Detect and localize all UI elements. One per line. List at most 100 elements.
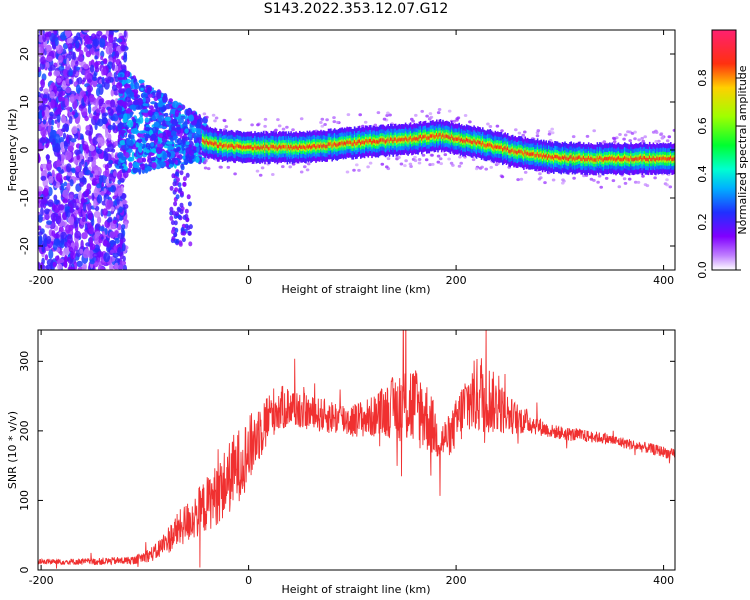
ridge-cell [536,152,539,156]
heat-cell [134,168,141,173]
heat-cell [551,178,556,182]
snr-frame [37,329,676,571]
snr-ytick-label: 200 [18,420,31,441]
ridge-cell [248,145,250,149]
ridge-cell [546,156,549,160]
ridge-cell [443,135,445,139]
heat-cell [489,165,494,169]
ridge-cell [234,146,236,150]
heat-cell [107,124,114,130]
ridge-cell [645,157,647,162]
heat-cell [65,64,70,71]
heat-cell [404,159,408,163]
ridge-cell [651,157,653,162]
heat-cell [56,77,62,83]
heat-cell [38,214,43,223]
heat-cell [74,149,81,156]
heat-cell [38,235,43,246]
heat-cell [604,176,609,180]
ridge-cell [672,157,675,161]
ridge-cell [220,142,223,147]
ridge-cell [386,139,388,143]
heat-cell [397,156,401,159]
heat-cell [180,227,185,232]
heat-cell [288,165,293,169]
heat-cell [612,137,617,141]
heat-cell [386,111,390,115]
ridge-cell [606,157,609,161]
heat-cell [145,149,150,154]
heat-cell [665,178,669,182]
heat-cell [112,55,117,63]
heat-cell [88,213,93,221]
ridge-cell [351,142,353,146]
ridge-cell [439,132,442,137]
ridge-cell [465,138,468,142]
ridge-cell [591,157,594,162]
heat-cell [439,162,444,166]
heat-cell [69,206,74,214]
heat-cell [184,128,189,134]
heat-cell [109,231,116,239]
heat-cell [63,68,68,77]
heat-cell [521,133,525,137]
heat-cell [177,207,182,213]
heat-cell [204,159,208,163]
ridge-cell [259,147,261,151]
heat-cell [409,165,413,168]
ridge-cell [322,143,325,148]
heat-cell [181,144,185,151]
heat-cell [213,119,217,123]
heat-cell [572,176,576,180]
heat-cell [103,66,107,76]
heat-cell [136,133,142,137]
ridge-cell [418,135,421,139]
ridge-cell [576,156,579,160]
heat-cell [179,170,184,176]
ridge-cell [586,157,589,162]
heat-cell [38,153,41,163]
heat-cell [183,136,190,141]
heat-cell [459,161,464,165]
heat-cell [142,103,149,107]
heat-cell [57,263,63,270]
ridge-cell [335,143,337,147]
ridge-cell [498,145,500,150]
heat-cell [68,115,73,124]
heat-cell [69,216,75,226]
heat-cell [186,225,191,231]
heat-cell [114,237,120,244]
heat-cell [571,135,576,139]
heat-cell [94,231,101,237]
ridge-cell [210,141,213,145]
ridge-cell [294,146,296,150]
heat-cell [110,249,115,254]
heat-cell [96,87,101,97]
ridge-cell [243,145,245,149]
heat-cell [332,120,337,124]
heat-cell [77,77,83,85]
heat-cell [64,30,72,38]
ridge-cell [433,135,436,139]
heat-cell [519,177,524,181]
heat-cell [120,64,127,70]
heat-cell [592,129,596,133]
heat-cell [45,264,52,270]
heat-cell [474,167,479,171]
ridge-cell [538,154,540,158]
heat-cell [65,209,71,218]
heat-cell [127,157,135,162]
ridge-cell [426,136,428,141]
heat-cell [170,130,177,137]
heat-cell [157,101,164,108]
ridge-cell [553,156,555,161]
heat-cell [50,99,55,109]
heat-cell [138,130,146,134]
heat-cell [103,151,109,162]
ridge-cell [376,140,378,144]
heat-cell [108,173,113,182]
ridge-cell [274,146,276,150]
heat-cell [116,38,123,43]
ridge-cell [518,149,520,153]
